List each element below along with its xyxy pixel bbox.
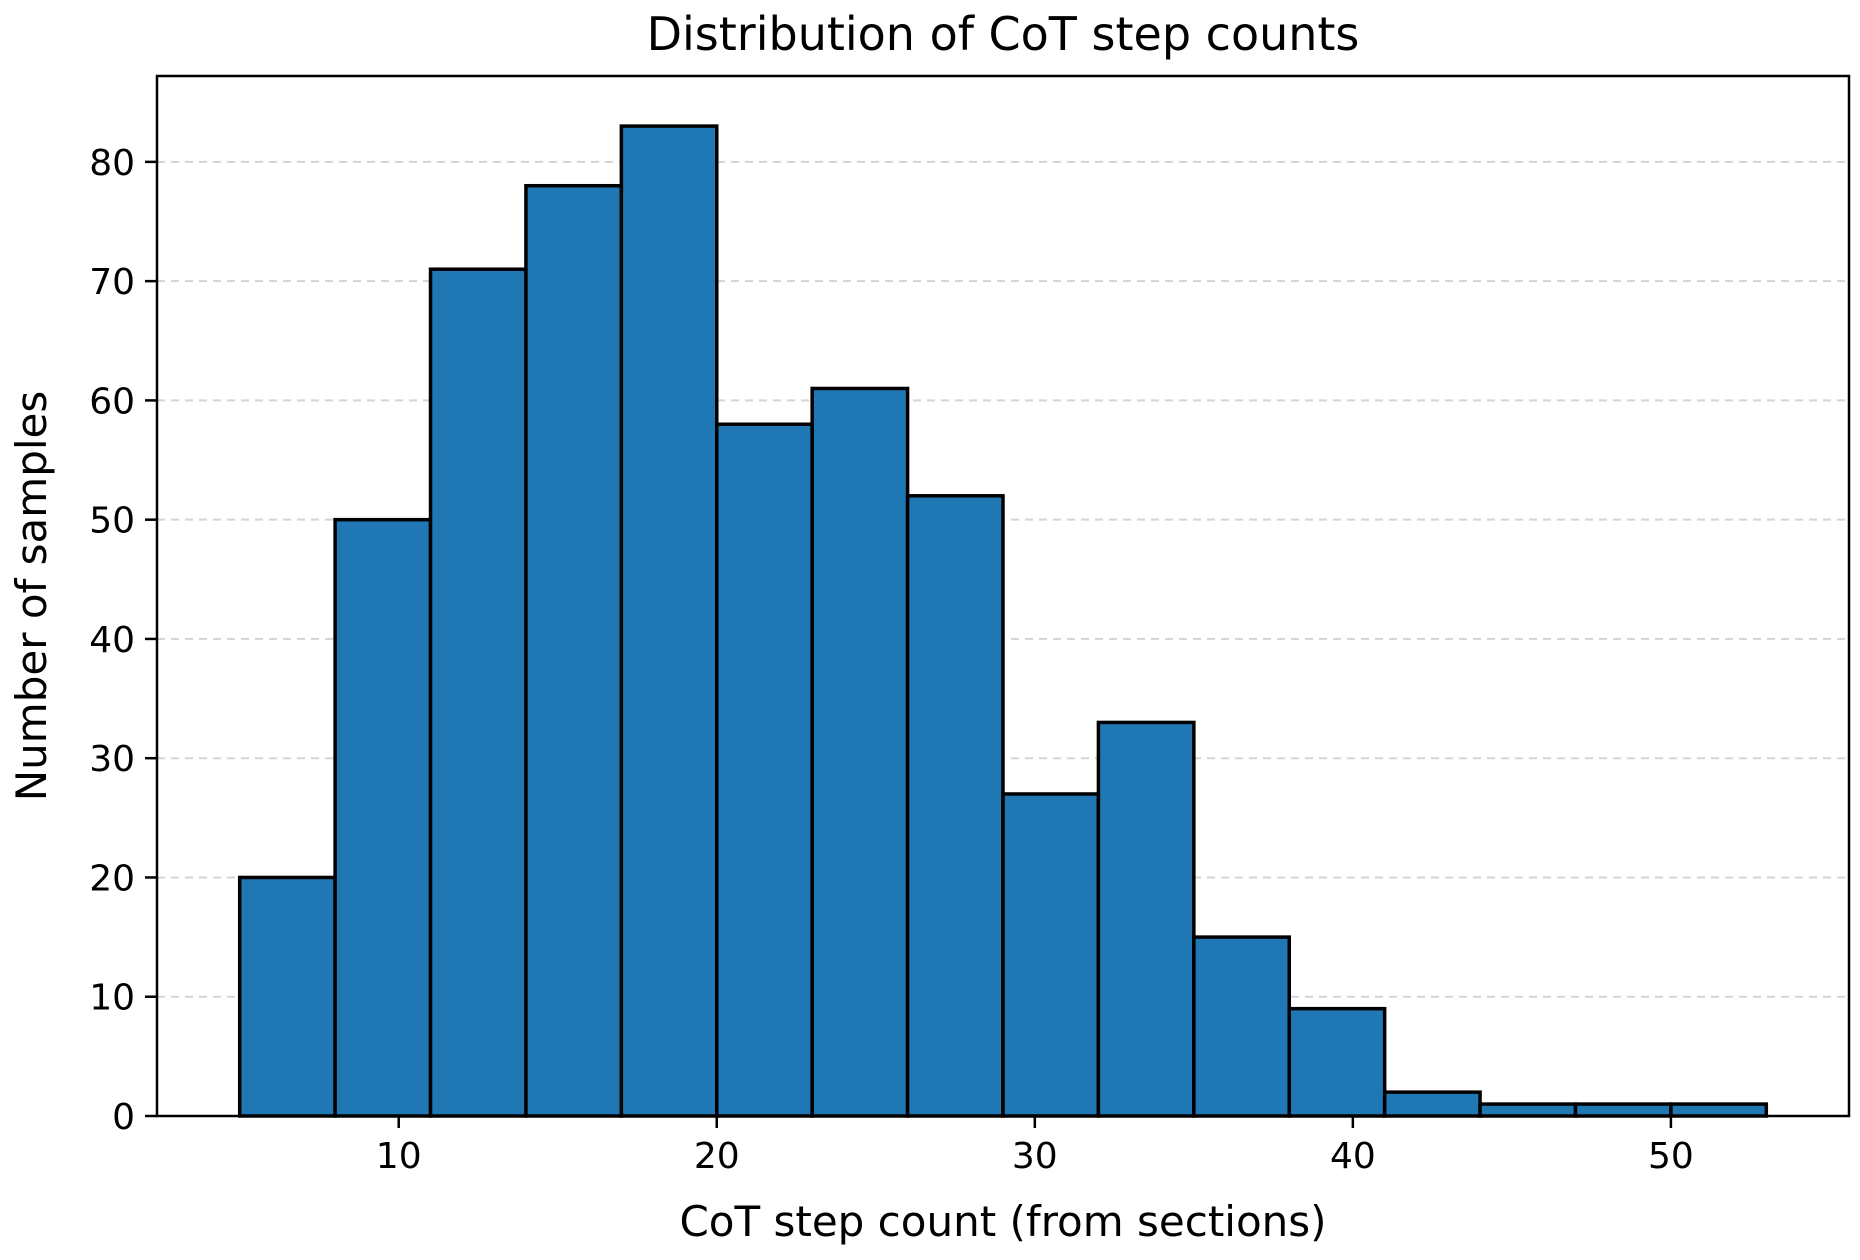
x-tick-label: 30	[1012, 1136, 1058, 1177]
y-tick-label: 0	[112, 1097, 135, 1138]
histogram-bar	[1096, 720, 1196, 1118]
bars	[237, 124, 1769, 1118]
chart-title: Distribution of CoT step counts	[647, 7, 1360, 61]
y-tick-label: 50	[89, 501, 135, 542]
y-tick-label: 60	[89, 381, 135, 422]
histogram-bar	[333, 517, 433, 1118]
plot-frame	[155, 74, 1851, 1118]
x-tick-label: 10	[376, 1136, 422, 1177]
histogram-bar	[810, 386, 910, 1118]
x-axis-label: CoT step count (from sections)	[679, 1197, 1326, 1246]
x-axis-ticks: 10 20 30 40 50	[376, 1116, 1694, 1177]
y-tick-label: 20	[89, 858, 135, 899]
histogram-bar	[1669, 1102, 1769, 1118]
y-tick-label: 10	[89, 978, 135, 1019]
histogram-bar	[524, 183, 624, 1118]
x-tick-label: 40	[1330, 1136, 1376, 1177]
histogram-bar	[905, 494, 1005, 1118]
histogram-bar	[1478, 1102, 1578, 1118]
y-tick-label: 70	[89, 262, 135, 303]
y-tick-label: 80	[89, 143, 135, 184]
y-tick-label: 40	[89, 620, 135, 661]
x-tick-label: 20	[694, 1136, 740, 1177]
histogram-bar	[1001, 792, 1101, 1118]
histogram-bar	[428, 267, 528, 1118]
histogram-bar	[1573, 1102, 1673, 1118]
x-tick-label: 50	[1648, 1136, 1694, 1177]
histogram-bar	[619, 124, 719, 1118]
histogram-bar	[1382, 1090, 1482, 1118]
y-axis-label: Number of samples	[7, 391, 56, 801]
histogram-bar	[237, 875, 337, 1118]
histogram-bar	[1287, 1006, 1387, 1118]
y-axis-ticks: 0 10 20 30 40 50 60 70 80	[89, 143, 157, 1138]
histogram-bar	[715, 422, 814, 1118]
y-tick-label: 30	[89, 739, 135, 780]
histogram-bar	[1192, 935, 1291, 1118]
